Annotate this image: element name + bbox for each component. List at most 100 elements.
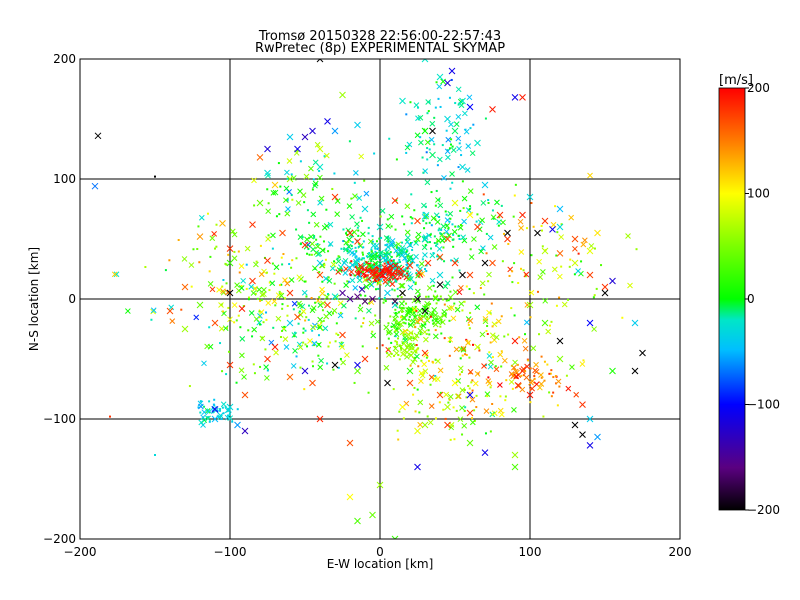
- data-point-dot: [448, 319, 451, 322]
- data-point-dot: [427, 110, 430, 113]
- data-point-dot: [464, 406, 467, 409]
- data-point-cross: [205, 415, 211, 422]
- data-point-cross: [327, 221, 334, 228]
- data-point-cross: [401, 315, 408, 321]
- data-point-dot: [228, 408, 231, 411]
- data-point-cross: [361, 355, 369, 363]
- data-point-dot: [442, 314, 445, 317]
- data-point-cross: [371, 254, 378, 261]
- data-point-cross: [474, 223, 481, 231]
- data-point-dot: [220, 418, 223, 421]
- data-point-dot: [109, 415, 111, 418]
- data-point-dot: [258, 323, 261, 326]
- data-point-dot: [293, 331, 296, 334]
- data-point-cross: [414, 353, 420, 360]
- data-point-dot: [376, 347, 379, 350]
- data-point-dot: [419, 325, 422, 328]
- data-point-cross: [319, 247, 326, 254]
- data-point-cross: [427, 419, 434, 426]
- data-point-dot: [222, 311, 225, 314]
- data-point-cross: [587, 172, 593, 179]
- data-point-cross: [393, 331, 400, 338]
- data-point-dot: [400, 346, 403, 349]
- data-point-cross: [445, 154, 451, 161]
- data-point-cross: [421, 361, 428, 368]
- data-point-cross: [321, 224, 328, 231]
- data-point-cross: [542, 297, 549, 304]
- data-point-dot: [308, 304, 311, 307]
- data-point-dot: [550, 369, 553, 372]
- data-point-cross: [447, 393, 454, 400]
- data-point-cross: [341, 302, 347, 309]
- data-point-cross: [309, 379, 316, 387]
- data-point-dot: [510, 307, 513, 310]
- data-point-dot: [401, 341, 404, 344]
- data-point-dot: [208, 270, 211, 273]
- data-point-cross: [324, 118, 331, 125]
- data-point-dot: [426, 147, 429, 150]
- data-point-dot: [522, 269, 525, 272]
- data-point-dot: [448, 147, 451, 150]
- data-point-dot: [405, 151, 408, 154]
- data-point-dot: [331, 312, 334, 315]
- data-point-cross: [436, 281, 444, 288]
- data-point-dot: [397, 311, 400, 314]
- data-point-cross: [295, 200, 302, 206]
- data-point-dot: [451, 276, 454, 279]
- data-point-cross: [444, 79, 451, 87]
- data-point-cross: [511, 94, 519, 101]
- data-point-cross: [459, 97, 466, 105]
- data-point-cross: [308, 233, 314, 240]
- data-point-dot: [295, 149, 298, 152]
- data-point-cross: [436, 83, 443, 90]
- data-point-dot: [489, 386, 492, 389]
- data-point-dot: [253, 372, 256, 375]
- data-point-dot: [401, 215, 404, 218]
- data-point-cross: [581, 237, 588, 244]
- data-point-cross: [374, 318, 381, 325]
- data-point-dot: [317, 354, 320, 357]
- data-point-dot: [339, 357, 342, 360]
- data-point-dot: [457, 234, 460, 237]
- data-point-cross: [482, 316, 489, 322]
- data-point-cross: [511, 407, 517, 413]
- data-point-dot: [500, 315, 503, 318]
- data-point-dot: [177, 238, 180, 241]
- data-point-cross: [91, 182, 99, 190]
- data-point-dot: [180, 308, 183, 311]
- data-point-cross: [317, 316, 324, 323]
- data-point-dot: [421, 308, 424, 311]
- data-point-dot: [323, 264, 326, 267]
- data-point-dot: [455, 409, 458, 412]
- data-point-dot: [469, 127, 472, 130]
- data-point-cross: [398, 252, 405, 259]
- data-point-dot: [357, 229, 360, 232]
- data-point-dot: [418, 411, 421, 414]
- data-point-cross: [271, 181, 279, 189]
- data-point-dot: [577, 252, 580, 255]
- data-point-cross: [353, 169, 359, 176]
- data-point-dot: [225, 263, 228, 266]
- data-point-dot: [479, 287, 482, 290]
- data-point-dot: [340, 269, 343, 272]
- data-point-dot: [472, 123, 475, 126]
- data-point-dot: [395, 264, 398, 267]
- data-point-dot: [461, 433, 464, 436]
- data-point-dot: [356, 226, 359, 229]
- data-point-dot: [420, 359, 423, 362]
- data-point-dot: [301, 236, 304, 239]
- data-point-cross: [386, 352, 392, 358]
- data-point-dot: [390, 275, 393, 278]
- data-point-cross: [398, 300, 405, 307]
- data-point-cross: [251, 326, 258, 333]
- axis-ticks: −200 −100 0 100 200 −200 −100 0 100 200: [43, 52, 691, 559]
- data-point-dot: [391, 244, 394, 247]
- data-point-dot: [399, 277, 402, 280]
- data-point-cross: [518, 225, 524, 231]
- data-point-cross: [264, 375, 270, 381]
- data-point-cross: [444, 235, 451, 243]
- data-point-dot: [413, 344, 416, 347]
- data-point-dot: [399, 316, 402, 319]
- data-point-dot: [504, 395, 507, 398]
- data-point-cross: [411, 297, 418, 304]
